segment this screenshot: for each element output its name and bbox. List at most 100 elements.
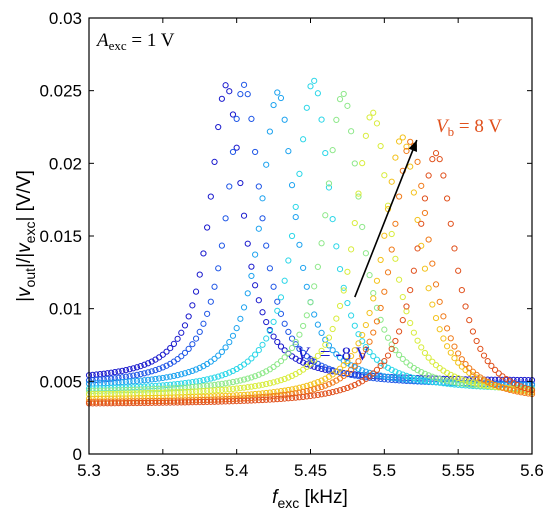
data-point xyxy=(396,138,403,145)
data-point xyxy=(314,379,321,386)
data-point xyxy=(141,398,148,405)
data-point xyxy=(93,387,100,394)
data-point xyxy=(174,399,181,406)
data-point xyxy=(447,378,454,385)
data-point xyxy=(480,352,488,359)
data-point xyxy=(192,335,200,342)
data-point xyxy=(359,367,366,374)
data-point xyxy=(104,400,111,407)
data-point xyxy=(288,182,296,189)
data-point xyxy=(318,391,325,398)
data-point xyxy=(215,373,222,380)
data-point xyxy=(252,373,259,380)
data-point xyxy=(93,395,100,402)
data-point xyxy=(377,372,384,379)
data-point xyxy=(159,364,166,371)
data-point xyxy=(355,331,362,338)
data-point xyxy=(137,399,144,407)
data-point xyxy=(303,363,310,371)
data-point xyxy=(215,387,222,394)
data-point xyxy=(248,272,255,280)
data-point xyxy=(410,374,417,382)
data-point xyxy=(141,361,148,368)
data-point xyxy=(192,366,200,373)
data-point xyxy=(204,387,211,394)
data-point xyxy=(259,341,266,348)
data-point xyxy=(122,386,130,394)
data-point xyxy=(466,317,473,324)
data-point xyxy=(170,399,178,406)
data-point xyxy=(240,212,248,219)
data-point xyxy=(181,380,189,387)
data-point xyxy=(211,398,218,405)
data-point xyxy=(185,399,192,406)
data-point xyxy=(392,347,399,354)
data-point xyxy=(514,381,521,389)
data-point xyxy=(104,375,111,383)
data-point xyxy=(126,378,133,385)
data-point xyxy=(240,81,248,88)
data-point xyxy=(314,385,321,392)
data-point xyxy=(425,172,432,179)
data-point xyxy=(111,395,118,402)
data-point xyxy=(384,373,392,381)
data-point xyxy=(303,283,310,290)
data-point xyxy=(233,378,240,385)
data-point xyxy=(126,398,133,405)
data-point xyxy=(458,376,465,383)
data-point xyxy=(266,128,273,135)
data-point xyxy=(407,319,414,327)
data-point xyxy=(455,359,462,366)
data-point xyxy=(244,391,251,398)
data-point xyxy=(436,326,443,333)
data-point xyxy=(458,287,465,294)
data-point xyxy=(237,377,244,384)
data-point xyxy=(207,298,214,305)
data-point xyxy=(174,380,181,388)
data-point xyxy=(233,115,240,122)
data-point xyxy=(414,158,421,165)
data-point xyxy=(285,328,292,335)
data-point xyxy=(370,353,377,360)
data-point xyxy=(514,388,521,395)
data-point xyxy=(314,352,321,359)
data-point xyxy=(148,376,155,383)
data-point xyxy=(399,376,406,383)
data-point xyxy=(119,395,126,402)
data-point xyxy=(200,377,207,384)
data-point xyxy=(259,215,266,222)
data-point xyxy=(144,360,152,367)
data-point xyxy=(130,378,137,385)
data-point xyxy=(466,381,473,388)
data-point xyxy=(410,329,417,336)
data-point xyxy=(477,345,484,353)
data-point xyxy=(211,387,218,394)
data-point xyxy=(196,328,203,335)
data-point xyxy=(333,368,340,375)
data-point xyxy=(259,396,266,404)
data-point xyxy=(399,355,406,363)
data-point xyxy=(455,375,462,382)
data-point xyxy=(425,236,432,243)
data-point xyxy=(288,344,296,352)
data-point xyxy=(141,386,148,393)
data-point xyxy=(156,375,163,382)
data-point xyxy=(469,381,477,389)
data-point xyxy=(108,400,115,407)
data-point xyxy=(373,356,381,363)
data-point xyxy=(329,347,336,354)
data-point xyxy=(443,343,451,350)
data-point xyxy=(307,299,314,306)
data-point xyxy=(359,160,366,167)
data-point xyxy=(407,138,414,145)
data-point xyxy=(362,250,369,257)
data-point xyxy=(281,387,288,394)
data-point xyxy=(211,283,218,290)
data-point xyxy=(314,321,321,328)
data-point xyxy=(303,104,310,111)
data-point xyxy=(340,284,347,291)
data-point xyxy=(237,397,244,405)
data-point xyxy=(89,377,96,384)
data-point xyxy=(370,109,377,116)
data-point xyxy=(381,358,388,365)
